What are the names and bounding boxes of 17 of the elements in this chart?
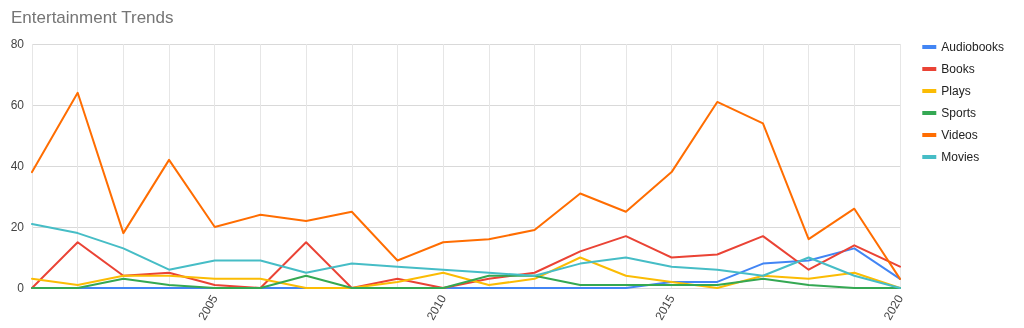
chart-title: Entertainment Trends: [11, 8, 174, 27]
line-series: [31, 256, 901, 289]
line-series: [31, 274, 901, 289]
legend-label: Videos: [941, 128, 978, 142]
y-tick-label: 20: [10, 220, 25, 234]
y-tick-label: 0: [17, 281, 25, 295]
line-series: [31, 235, 901, 289]
legend-label: Sports: [941, 106, 976, 120]
legend-label: Plays: [941, 84, 971, 98]
legend-label: Books: [941, 62, 975, 76]
line-series: [31, 91, 901, 280]
legend-label: Audiobooks: [941, 40, 1005, 54]
y-tick-label: 60: [10, 98, 25, 112]
y-tick-label: 80: [10, 37, 25, 51]
y-tick-label: 40: [10, 159, 25, 173]
line-series: [31, 222, 901, 289]
legend-label: Movies: [941, 150, 980, 164]
